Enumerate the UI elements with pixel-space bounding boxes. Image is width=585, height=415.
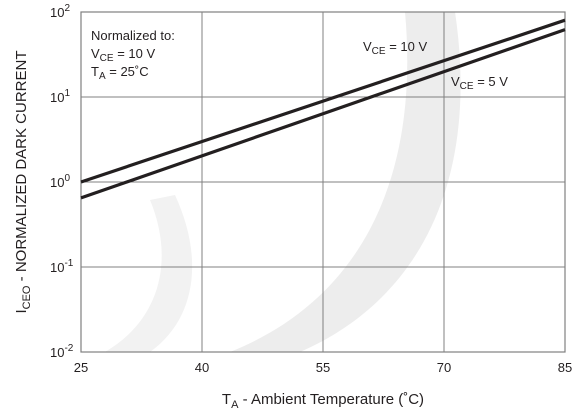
y-tick-label: 10-1 [50, 258, 74, 275]
x-tick-label: 85 [558, 360, 572, 375]
x-tick-label: 40 [195, 360, 209, 375]
note-title: Normalized to: [91, 28, 175, 43]
x-tick-label: 70 [437, 360, 451, 375]
note-vce: VCE = 10 V [91, 46, 155, 64]
y-tick-label: 100 [50, 173, 70, 190]
x-tick-label: 55 [316, 360, 330, 375]
series-line-0 [80, 18, 566, 184]
y-tick-label: 10-2 [50, 343, 74, 360]
x-tick-labels: 25 40 55 70 85 [74, 360, 572, 375]
y-axis-label: ICEO - NORMALIZED DARK CURRENT [13, 50, 33, 313]
x-axis-label: TA - Ambient Temperature (˚C) [222, 391, 424, 411]
series-label-vce-5v: VCE = 5 V [451, 74, 508, 92]
note-ta: TA = 25˚C [91, 64, 149, 82]
y-tick-labels: 10-2 10-1 100 101 102 [50, 3, 74, 360]
series-lines [80, 18, 566, 200]
x-tick-label: 25 [74, 360, 88, 375]
series-label-vce-10v: VCE = 10 V [363, 39, 427, 57]
y-tick-label: 102 [50, 3, 70, 20]
y-tick-label: 101 [50, 88, 70, 105]
series-line-1 [80, 28, 566, 200]
